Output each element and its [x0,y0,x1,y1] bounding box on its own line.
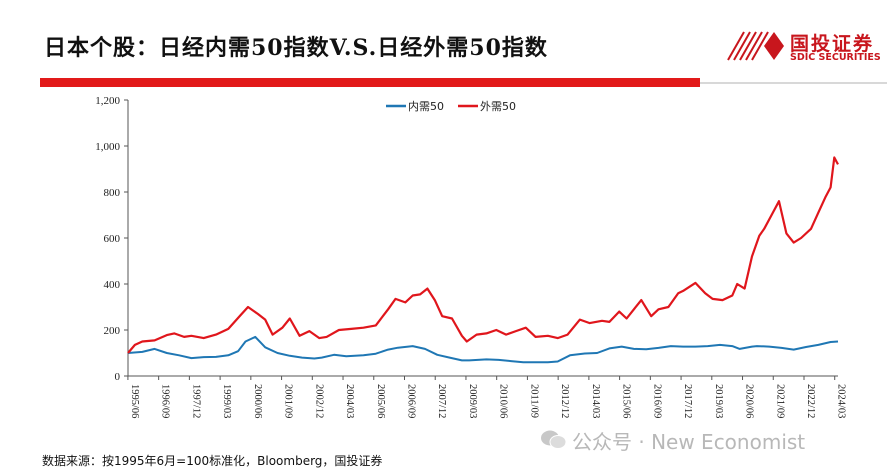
x-tick-label: 2014/03 [590,384,601,418]
y-tick-label: 1,000 [95,141,120,153]
x-tick-label: 2000/06 [252,384,263,418]
wechat-icon [541,430,567,449]
x-tick-label: 1996/09 [160,384,171,418]
x-tick-label: 2007/12 [436,384,447,418]
x-tick-label: 2001/09 [283,384,294,418]
x-tick-label: 2019/03 [713,384,724,418]
x-tick-label: 2024/03 [836,384,847,418]
x-tick-label: 2022/12 [805,384,816,418]
y-tick-label: 600 [104,233,121,245]
x-tick-label: 1995/06 [129,384,140,418]
y-tick-label: 800 [104,187,121,199]
x-tick-label: 2012/12 [559,384,570,418]
y-tick-label: 200 [104,325,121,337]
x-tick-label: 2006/09 [405,384,416,418]
series-line-external [127,156,839,354]
series-line-domestic [127,335,839,364]
brand-logo: 国投证券 SDIC SECURITIES [722,26,887,66]
x-tick-label: 2009/03 [467,384,478,418]
x-tick-label: 2020/06 [744,384,755,418]
logo-english-text: SDIC SECURITIES [790,52,881,63]
logo-chinese-text: 国投证券 [790,33,875,55]
x-tick-label: 1999/03 [221,384,232,418]
legend-label-domestic: 内需50 [408,99,444,113]
y-tick-label: 0 [115,371,121,383]
x-tick-label: 2004/03 [344,384,355,418]
x-tick-label: 2005/06 [375,384,386,418]
x-tick-label: 2015/06 [621,384,632,418]
sdic-logo-icon [727,31,784,61]
x-tick-label: 2021/09 [774,384,785,418]
x-tick-label: 2002/12 [313,384,324,418]
chart-legend: 内需50 外需50 [386,99,516,113]
header-red-rule [40,78,700,87]
x-tick-label: 1997/12 [190,384,201,418]
x-tick-label: 2011/09 [528,384,539,418]
page-title: 日本个股：日经内需50指数V.S.日经外需50指数 [44,35,548,61]
x-tick-label: 2016/09 [651,384,662,418]
header-grey-rule [700,82,887,84]
y-tick-label: 1,200 [95,95,120,107]
chart-axes: 0 200 400 600 800 1,000 1,200 1995/06 1996/09 199… [95,95,846,418]
x-tick-label: 2017/12 [682,384,693,418]
legend-label-external: 外需50 [480,100,516,113]
watermark-text: 公众号 · New Economist [572,430,806,454]
source-note: 数据来源：按1995年6月=100标准化，Bloomberg，国投证券 [42,454,383,468]
chart-lines [127,156,839,364]
y-tick-label: 400 [104,279,121,291]
x-tick-label: 2010/06 [498,384,509,418]
